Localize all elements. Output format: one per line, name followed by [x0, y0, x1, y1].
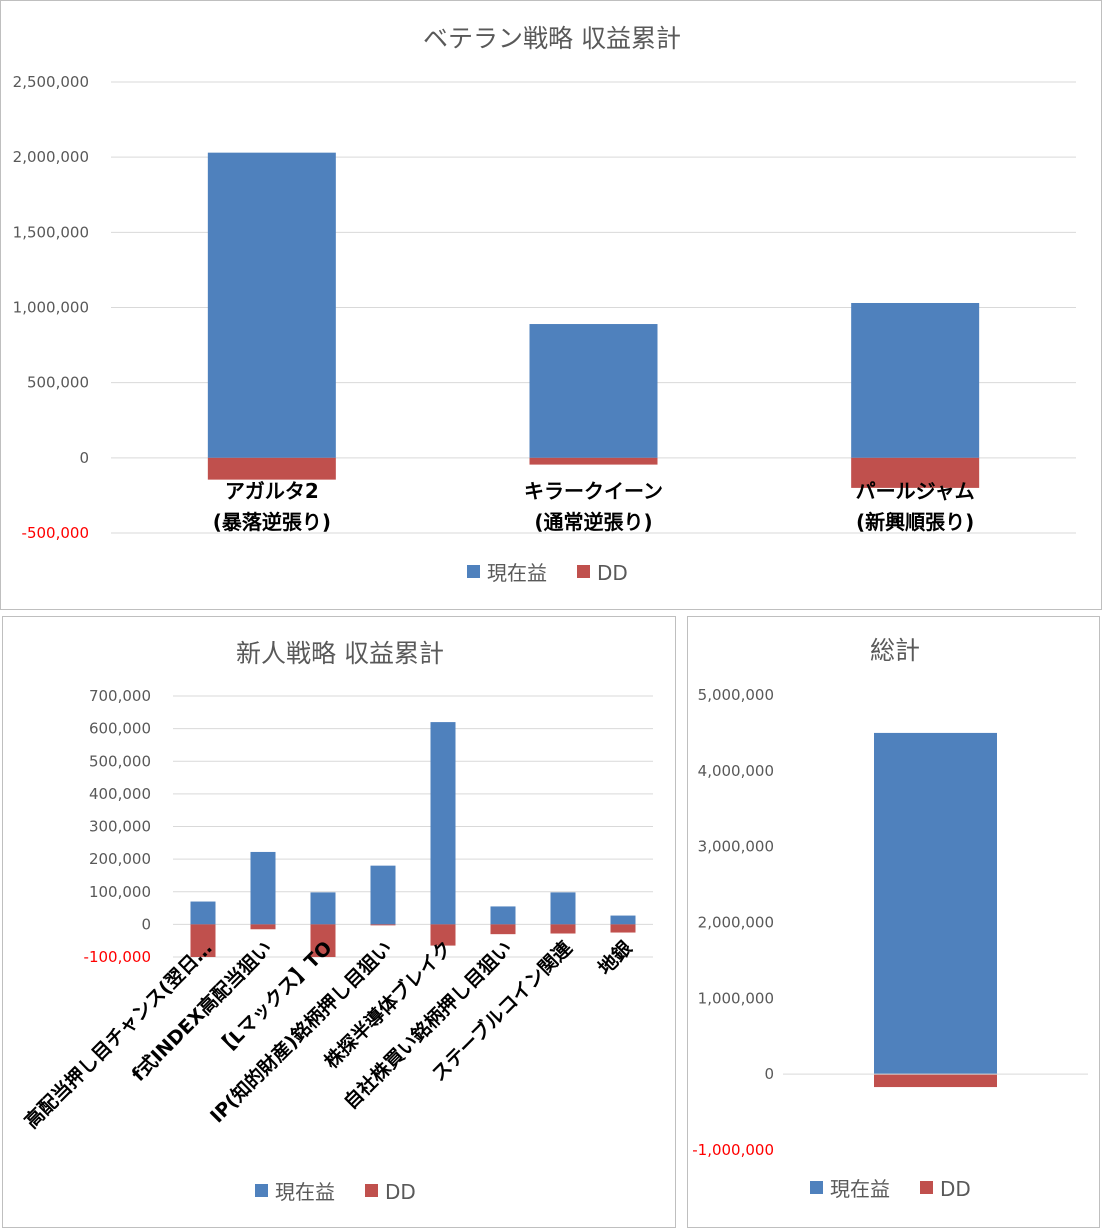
y-tick-label: 1,500,000	[13, 223, 89, 241]
legend-label: 現在益	[487, 561, 547, 585]
category-label: (通常逆張り)	[534, 510, 652, 534]
legend-swatch	[467, 565, 480, 578]
y-tick-label: 0	[764, 1065, 774, 1083]
y-tick-label: 300,000	[89, 818, 151, 836]
chart-title: 総計	[870, 636, 920, 665]
profit-bar	[851, 302, 980, 458]
newcomer-chart: 新人戦略 収益累計 -100,000 0 100,000 200,000 300,000 4…	[20, 639, 653, 1204]
chart-title: ベテラン戦略 収益累計	[423, 24, 681, 53]
profit-bar	[207, 152, 336, 458]
legend-label: DD	[597, 561, 628, 585]
y-tick-label: 500,000	[27, 374, 89, 392]
category-label: (暴落逆張り)	[213, 510, 331, 534]
y-tick-label: 200,000	[89, 850, 151, 868]
newcomer-chart-panel: 新人戦略 収益累計 -100,000 0 100,000 200,000 300,000 4…	[2, 616, 676, 1228]
profit-bar	[550, 892, 576, 925]
dd-bar	[550, 924, 576, 934]
y-tick-label: 700,000	[89, 687, 151, 705]
y-tick-label: 5,000,000	[698, 686, 774, 704]
y-tick-label: 2,000,000	[13, 148, 89, 166]
y-tick-label: 2,500,000	[13, 73, 89, 91]
profit-bar	[529, 324, 658, 458]
profit-bar	[310, 892, 336, 925]
profit-bar	[190, 901, 216, 925]
dd-bar	[490, 924, 516, 935]
y-tick-label: 1,000,000	[13, 299, 89, 317]
category-label: アガルタ2	[225, 479, 319, 503]
y-tick-label: 1,000,000	[698, 989, 774, 1007]
dd-bar	[207, 457, 336, 480]
veteran-chart-panel: ベテラン戦略 収益累計 -500,000 0 500,000 1,000,000 1,50…	[0, 0, 1102, 610]
profit-bar	[430, 722, 456, 925]
legend-label: DD	[385, 1180, 416, 1204]
legend-label: 現在益	[275, 1180, 335, 1204]
legend-label: 現在益	[830, 1177, 890, 1201]
legend-swatch	[577, 565, 590, 578]
chart-title: 新人戦略 収益累計	[236, 639, 444, 668]
y-tick-label: 3,000,000	[698, 838, 774, 856]
dd-bar	[370, 924, 396, 926]
y-tick-label: 500,000	[89, 752, 151, 770]
dd-bar	[430, 924, 456, 946]
total-chart: 総計 -1,000,000 0 1,000,000 2,000,000 3,000,000…	[692, 636, 1088, 1201]
profit-bar	[610, 915, 636, 925]
y-tick-label: 0	[79, 449, 89, 467]
category-label: パールジャム	[856, 479, 975, 503]
dd-bar	[610, 924, 636, 933]
dd-bar	[529, 457, 658, 465]
y-tick-label: 400,000	[89, 785, 151, 803]
legend-swatch	[920, 1181, 933, 1194]
y-tick-label: 600,000	[89, 720, 151, 738]
y-tick-label: 4,000,000	[698, 762, 774, 780]
dd-bar	[310, 924, 336, 957]
dd-bar	[874, 1074, 997, 1088]
legend-swatch	[810, 1181, 823, 1194]
y-tick-label: 0	[141, 915, 151, 933]
total-chart-panel: 総計 -1,000,000 0 1,000,000 2,000,000 3,000,000…	[687, 616, 1100, 1228]
category-label: 地銀	[593, 936, 636, 979]
dd-bar	[250, 924, 276, 930]
y-tick-label: 100,000	[89, 883, 151, 901]
dd-bar	[190, 924, 216, 957]
profit-bar	[250, 851, 276, 925]
y-tick-label: -500,000	[22, 524, 89, 542]
category-label: (新興順張り)	[856, 510, 974, 534]
legend-label: DD	[940, 1177, 971, 1201]
dd-bar	[851, 457, 980, 488]
legend-swatch	[365, 1184, 378, 1197]
profit-bar	[874, 732, 997, 1075]
profit-bar	[490, 906, 516, 925]
legend-swatch	[255, 1184, 268, 1197]
y-tick-label: 2,000,000	[698, 914, 774, 932]
category-label: キラークイーン	[524, 479, 663, 503]
veteran-chart: ベテラン戦略 収益累計 -500,000 0 500,000 1,000,000 1,50…	[13, 24, 1076, 585]
y-tick-label: -100,000	[84, 948, 151, 966]
profit-bar	[370, 865, 396, 925]
y-tick-label: -1,000,000	[692, 1141, 774, 1159]
